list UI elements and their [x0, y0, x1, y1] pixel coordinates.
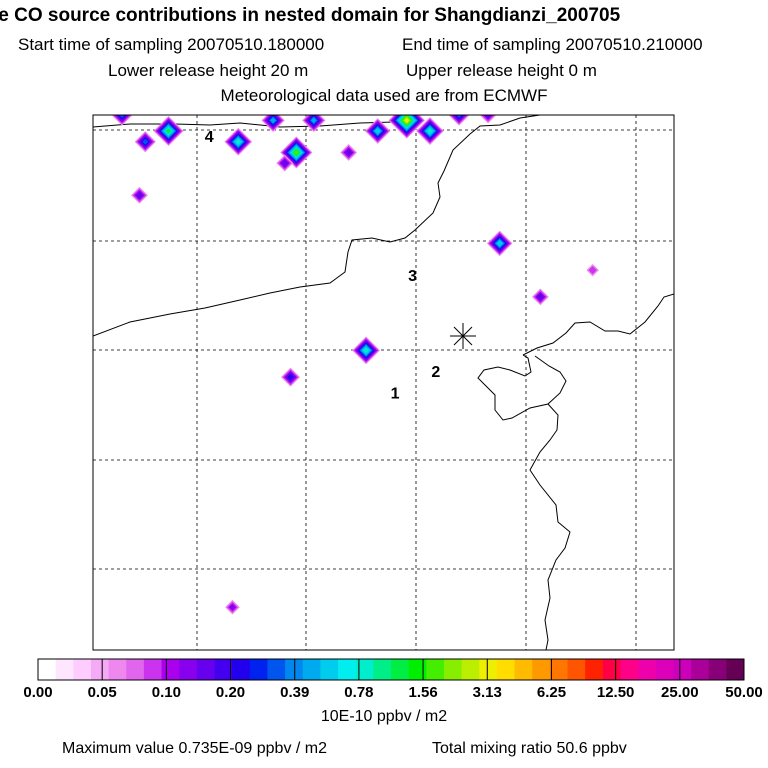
colorbar-swatch [620, 659, 639, 680]
colorbar-tick-label: 1.56 [408, 684, 438, 701]
colorbar-swatch [726, 659, 745, 680]
chart-title: Fire CO source contributions in nested d… [0, 5, 621, 26]
colorbar-swatch [496, 659, 516, 680]
colorbar-swatch [143, 659, 163, 680]
hotspot [352, 336, 380, 365]
marker-label-2: 2 [431, 364, 440, 381]
marker-label-3: 3 [408, 268, 417, 285]
colorbar-unit-label: 10E-10 ppbv / m2 [320, 708, 448, 725]
border-central [93, 115, 541, 337]
colorbar-swatch [90, 659, 110, 680]
colorbar-swatch [108, 659, 127, 680]
met-data-label: Meteorological data used are from ECMWF [220, 86, 548, 105]
map-frame [92, 114, 675, 651]
lower-release-label: Lower release height 20 m [108, 61, 309, 80]
colorbar-swatch [302, 659, 321, 680]
colorbar-swatch [232, 659, 251, 680]
colorbar-tick-label: 0.05 [87, 684, 117, 701]
hotspot [224, 127, 253, 156]
colorbar-tick-label: 3.13 [472, 684, 502, 701]
hotspot [531, 288, 549, 306]
colorbar-tick-label: 0.78 [344, 684, 374, 701]
colorbar-swatch [320, 659, 339, 680]
colorbar-tick-label: 25.00 [661, 684, 699, 701]
colorbar-swatch [196, 659, 215, 680]
hotspot [448, 115, 470, 126]
hotspot [416, 117, 444, 145]
coast-east [529, 403, 571, 650]
colorbar-swatch [267, 659, 286, 680]
hotspot [153, 116, 184, 147]
coast-bohai [477, 354, 567, 421]
colorbar-swatch [214, 659, 233, 680]
colorbar-swatch [549, 659, 568, 680]
colorbar-tick-label: 12.50 [596, 684, 635, 701]
colorbar-tick-label: 0.39 [280, 684, 310, 701]
colorbar-swatch [691, 659, 710, 680]
colorbar-swatch [249, 659, 268, 680]
colorbar-swatch [426, 659, 445, 680]
hotspot [276, 154, 294, 172]
colorbar-tick-label: 0.10 [151, 684, 181, 701]
colorbar-swatch [161, 659, 180, 680]
colorbar-swatch [38, 659, 57, 680]
colorbar [37, 658, 745, 681]
map-background [93, 115, 674, 650]
hotspot [388, 115, 426, 139]
hotspot [131, 186, 148, 204]
station-marker [450, 323, 476, 349]
hotspot-layer [111, 115, 599, 615]
colorbar-tick-label: 6.25 [536, 684, 567, 701]
coast-north [522, 293, 674, 356]
start-time-label: Start time of sampling 20070510.180000 [18, 35, 325, 54]
colorbar-swatch [567, 659, 586, 680]
colorbar-swatch [532, 659, 551, 680]
upper-release-label: Upper release height 0 m [406, 61, 597, 80]
number-markers: 1 2 3 4 [205, 129, 441, 403]
hotspot [134, 131, 156, 153]
colorbar-swatch [585, 659, 604, 680]
colorbar-swatch [708, 659, 727, 680]
colorbar-swatch [443, 659, 463, 680]
end-time-label: End time of sampling 20070510.210000 [402, 35, 703, 54]
colorbar-tick-label: 0.00 [23, 684, 53, 701]
colorbar-swatch [673, 659, 692, 680]
colorbar-swatch [179, 659, 198, 680]
marker-label-1: 1 [391, 386, 400, 403]
map-plot: 1 2 3 4 [92, 114, 675, 651]
colorbar-frame [37, 658, 745, 681]
colorbar-swatch [55, 659, 74, 680]
colorbar-swatch [461, 659, 480, 680]
colorbar-swatch [479, 659, 498, 680]
hotspot [302, 115, 326, 133]
hotspot [281, 367, 301, 387]
hotspot [479, 115, 497, 124]
colorbar-swatch [514, 659, 533, 680]
colorbar-swatch [355, 659, 374, 680]
hotspot [364, 118, 391, 144]
hotspot [280, 136, 313, 169]
colorbar-swatch [655, 659, 674, 680]
colorbar-swatch [126, 659, 145, 680]
max-value-label: Maximum value 0.735E-09 ppbv / m2 [62, 740, 328, 757]
colorbar-swatch [373, 659, 392, 680]
colorbar-swatch [338, 659, 357, 680]
colorbar-swatch [638, 659, 657, 680]
hotspot [225, 599, 240, 615]
colorbar-swatch [391, 659, 410, 680]
colorbar-swatch [73, 659, 92, 680]
hotspot [340, 144, 358, 161]
hotspot [586, 263, 599, 277]
colorbar-swatch [408, 659, 427, 680]
marker-label-4: 4 [205, 129, 214, 146]
colorbar-swatch [285, 659, 304, 680]
total-mixing-ratio-label: Total mixing ratio 50.6 ppbv [432, 740, 627, 757]
colorbar-tick-label: 0.20 [215, 684, 246, 701]
colorbar-swatch [602, 659, 621, 680]
hotspot [111, 115, 133, 126]
hotspot [261, 115, 285, 133]
hotspot [486, 230, 513, 257]
colorbar-tick-label: 50.00 [725, 684, 763, 701]
